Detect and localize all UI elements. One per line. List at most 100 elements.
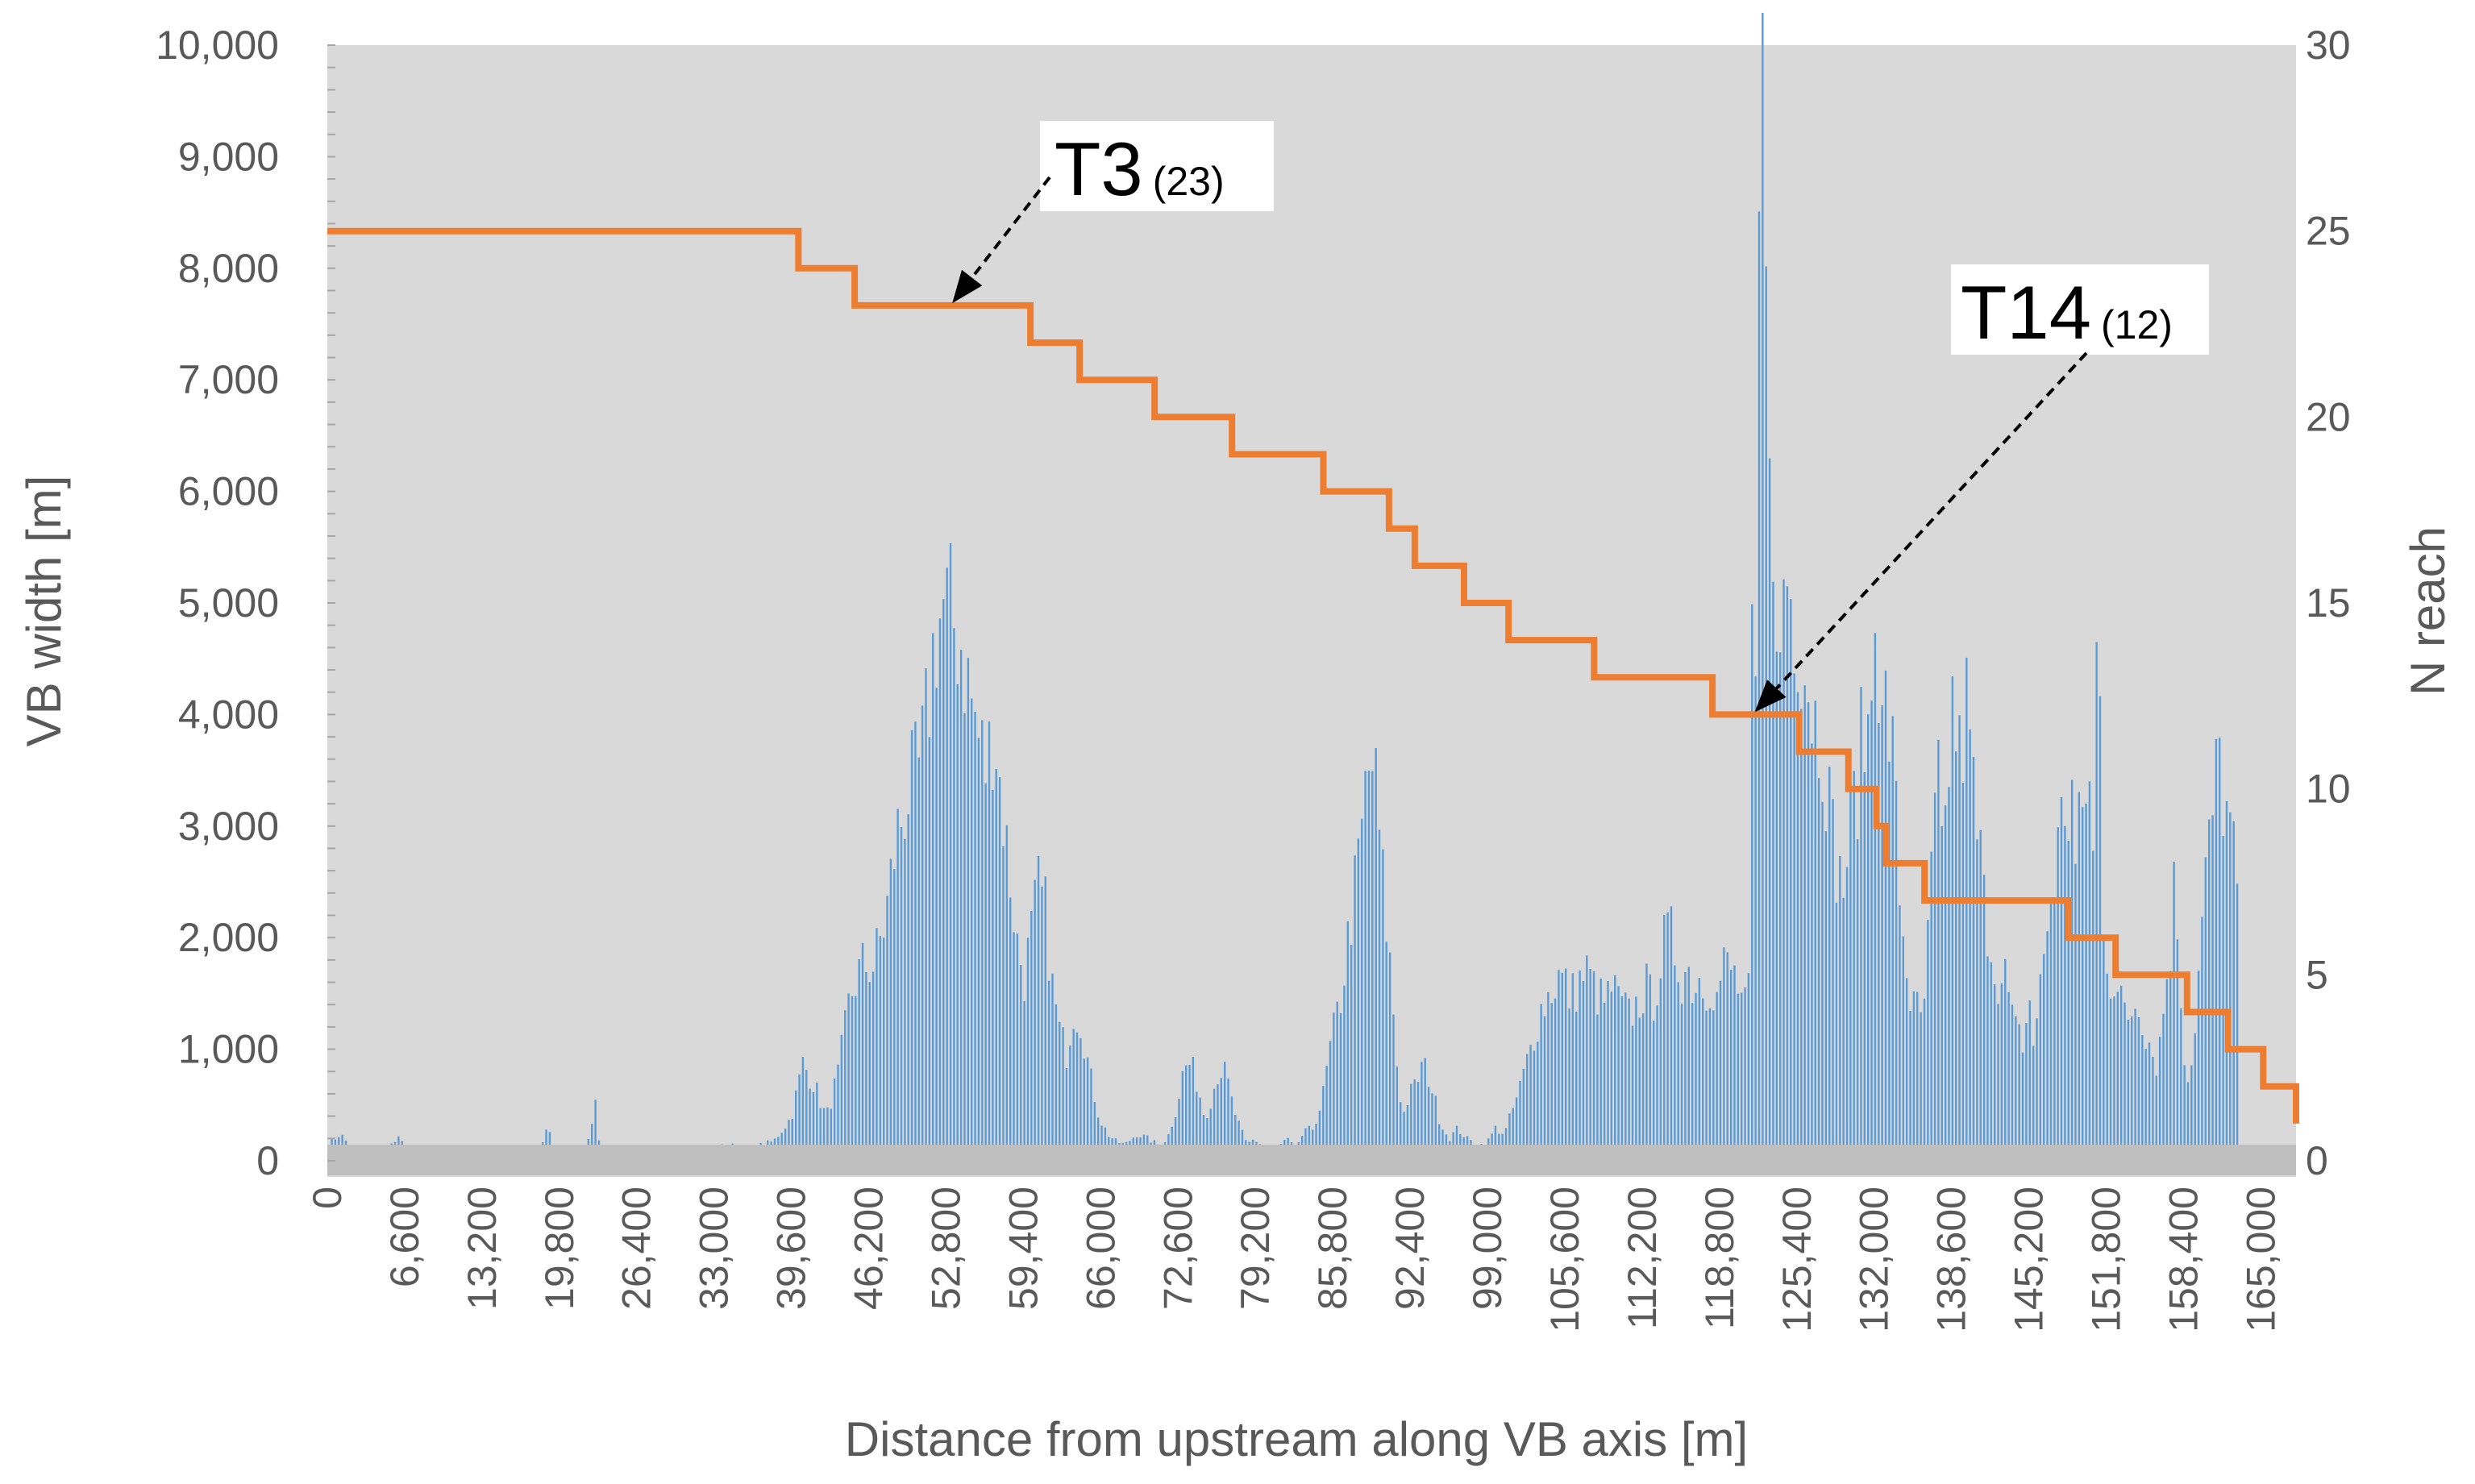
vb-width-bar bbox=[1016, 933, 1019, 1161]
vb-width-bar bbox=[953, 628, 955, 1161]
vb-width-bar bbox=[871, 971, 875, 1161]
vb-width-bar bbox=[1526, 1054, 1529, 1161]
vb-width-bar bbox=[844, 1010, 846, 1161]
y-right-tick-label: 20 bbox=[2306, 394, 2351, 439]
vb-width-bar bbox=[1329, 1041, 1332, 1161]
vb-width-bar bbox=[1504, 1128, 1508, 1161]
vb-width-bar bbox=[1227, 1078, 1229, 1161]
x-tick-label: 99,000 bbox=[1465, 1187, 1510, 1310]
vb-width-bar bbox=[837, 1064, 839, 1161]
vb-width-bar bbox=[2060, 796, 2063, 1161]
vb-width-bar bbox=[1899, 905, 1901, 1161]
vb-width-bar bbox=[840, 1034, 843, 1161]
vb-width-bar bbox=[1599, 979, 1602, 1161]
vb-width-bar bbox=[1628, 998, 1630, 1161]
vb-width-bar bbox=[2036, 1018, 2038, 1161]
vb-width-bar bbox=[1421, 1062, 1423, 1161]
x-tick-label: 13,200 bbox=[460, 1187, 505, 1310]
vb-width-bar bbox=[928, 737, 931, 1161]
vb-width-bar bbox=[1304, 1128, 1307, 1161]
vb-width-bar bbox=[1751, 604, 1753, 1161]
vb-width-bar bbox=[1698, 978, 1701, 1161]
vb-width-bar bbox=[1723, 947, 1725, 1161]
vb-width-bar bbox=[1339, 1012, 1342, 1161]
vb-width-bar bbox=[2053, 901, 2056, 1161]
vb-width-bar bbox=[1853, 771, 1855, 1161]
vb-width-bar bbox=[1424, 1058, 1426, 1161]
vb-width-bar bbox=[2232, 821, 2235, 1161]
vb-width-bar bbox=[1603, 1002, 1606, 1161]
vb-width-bar bbox=[1034, 879, 1036, 1161]
vb-width-bar bbox=[2162, 1013, 2165, 1161]
vb-width-bar bbox=[1607, 981, 1609, 1161]
vb-width-bar bbox=[935, 687, 938, 1161]
y-axis-left-title: VB width [m] bbox=[17, 476, 71, 747]
vb-width-bar bbox=[1979, 829, 1982, 1161]
vb-width-bar bbox=[2165, 979, 2169, 1161]
vb-width-bar bbox=[2197, 971, 2200, 1161]
vb-width-bar bbox=[2095, 642, 2098, 1161]
vb-width-bar bbox=[967, 658, 970, 1161]
vb-width-bar bbox=[2109, 998, 2112, 1161]
vb-width-bar bbox=[1972, 756, 1975, 1161]
vb-width-bar bbox=[2011, 1004, 2014, 1161]
vb-width-bar bbox=[1772, 581, 1774, 1161]
vb-width-bar bbox=[1874, 633, 1877, 1161]
vb-width-bar bbox=[591, 1124, 593, 1161]
vb-width-bar bbox=[2082, 807, 2084, 1161]
vb-width-bar bbox=[963, 713, 966, 1161]
vb-width-bar bbox=[914, 721, 917, 1161]
y-right-tick-label: 10 bbox=[2306, 767, 2351, 812]
y-tick-label: 8,000 bbox=[178, 246, 279, 291]
vb-width-bar bbox=[1561, 972, 1564, 1161]
vb-width-bar bbox=[2015, 1016, 2017, 1161]
vb-width-bar bbox=[971, 698, 973, 1161]
vb-width-bar bbox=[2106, 973, 2108, 1161]
vb-width-bar bbox=[1659, 978, 1662, 1161]
vb-width-bar bbox=[889, 858, 892, 1161]
vb-width-bar bbox=[1958, 715, 1961, 1161]
vb-width-bar bbox=[1540, 1004, 1542, 1161]
vb-width-bar bbox=[1044, 876, 1046, 1161]
vb-width-bar bbox=[1333, 1012, 1335, 1161]
x-tick-label: 33,000 bbox=[692, 1187, 737, 1310]
vb-width-bar bbox=[1455, 1125, 1458, 1161]
vb-width-bar bbox=[1638, 1017, 1641, 1161]
vb-width-bar bbox=[1364, 771, 1366, 1161]
vb-width-bar bbox=[1768, 458, 1771, 1161]
vb-width-bar bbox=[2085, 803, 2087, 1161]
vb-width-bar bbox=[1582, 981, 1585, 1161]
vb-width-bar bbox=[1508, 1113, 1511, 1161]
vb-width-bar bbox=[1378, 829, 1381, 1161]
vb-width-bar bbox=[1828, 766, 1831, 1161]
vb-width-bar bbox=[1023, 1000, 1025, 1161]
vb-width-bar bbox=[1371, 771, 1374, 1161]
vb-width-bar bbox=[830, 1108, 832, 1161]
vb-width-bar bbox=[1719, 980, 1722, 1161]
vb-width-bar bbox=[805, 1070, 808, 1161]
vb-width-bar bbox=[1817, 778, 1820, 1161]
vb-width-bar bbox=[893, 869, 896, 1161]
vb-width-bar bbox=[826, 1107, 829, 1161]
vb-width-bar bbox=[1199, 1097, 1201, 1161]
annotation-arrow bbox=[1754, 351, 2088, 713]
vb-width-bar bbox=[2222, 836, 2224, 1161]
vb-width-bar bbox=[2194, 1033, 2196, 1161]
vb-width-bar bbox=[1174, 1117, 1177, 1161]
vb-width-bar bbox=[925, 668, 927, 1161]
vb-width-bar bbox=[1990, 962, 1993, 1161]
annotation-box bbox=[1951, 264, 2209, 355]
vb-width-bar bbox=[1635, 996, 1637, 1161]
vb-width-bar bbox=[1213, 1088, 1216, 1161]
vb-width-bar bbox=[1888, 761, 1891, 1161]
vb-width-bar bbox=[1976, 839, 1978, 1161]
vb-width-bar bbox=[879, 936, 882, 1161]
vb-width-bar bbox=[1716, 991, 1718, 1161]
vb-width-bar bbox=[949, 543, 952, 1161]
x-tick-label: 19,800 bbox=[537, 1187, 582, 1310]
vb-width-bar bbox=[1346, 921, 1350, 1161]
vb-width-bar bbox=[1842, 897, 1845, 1161]
vb-width-bar bbox=[1677, 982, 1679, 1161]
vb-width-bar bbox=[1188, 1065, 1191, 1161]
